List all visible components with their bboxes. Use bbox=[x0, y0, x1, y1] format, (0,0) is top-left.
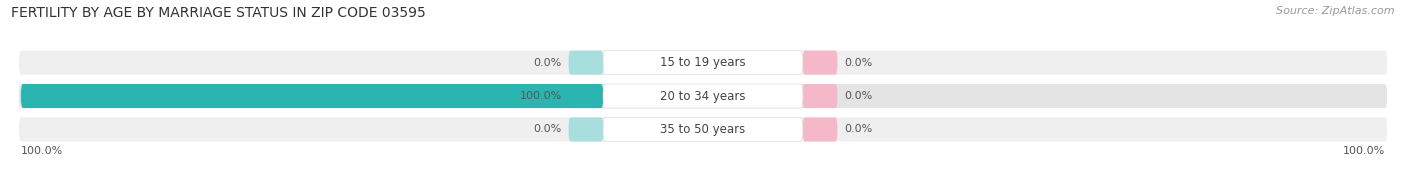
FancyBboxPatch shape bbox=[17, 49, 1389, 76]
Text: Source: ZipAtlas.com: Source: ZipAtlas.com bbox=[1277, 6, 1395, 16]
Text: 0.0%: 0.0% bbox=[533, 124, 562, 134]
FancyBboxPatch shape bbox=[803, 51, 838, 75]
Text: 100.0%: 100.0% bbox=[520, 91, 562, 101]
FancyBboxPatch shape bbox=[803, 117, 838, 142]
Text: 100.0%: 100.0% bbox=[1343, 146, 1385, 156]
FancyBboxPatch shape bbox=[568, 84, 603, 108]
FancyBboxPatch shape bbox=[17, 83, 1389, 109]
Text: 0.0%: 0.0% bbox=[844, 58, 873, 68]
FancyBboxPatch shape bbox=[568, 51, 603, 75]
FancyBboxPatch shape bbox=[603, 84, 803, 108]
FancyBboxPatch shape bbox=[21, 84, 603, 108]
Text: 35 to 50 years: 35 to 50 years bbox=[661, 123, 745, 136]
FancyBboxPatch shape bbox=[603, 51, 803, 75]
FancyBboxPatch shape bbox=[17, 116, 1389, 143]
Text: 0.0%: 0.0% bbox=[844, 124, 873, 134]
FancyBboxPatch shape bbox=[803, 84, 838, 108]
Text: 20 to 34 years: 20 to 34 years bbox=[661, 90, 745, 103]
Text: 0.0%: 0.0% bbox=[533, 58, 562, 68]
FancyBboxPatch shape bbox=[603, 117, 803, 142]
Text: 0.0%: 0.0% bbox=[844, 91, 873, 101]
Text: FERTILITY BY AGE BY MARRIAGE STATUS IN ZIP CODE 03595: FERTILITY BY AGE BY MARRIAGE STATUS IN Z… bbox=[11, 6, 426, 20]
Legend: Married, Unmarried: Married, Unmarried bbox=[619, 195, 787, 196]
Text: 15 to 19 years: 15 to 19 years bbox=[661, 56, 745, 69]
FancyBboxPatch shape bbox=[568, 117, 603, 142]
Text: 100.0%: 100.0% bbox=[21, 146, 63, 156]
